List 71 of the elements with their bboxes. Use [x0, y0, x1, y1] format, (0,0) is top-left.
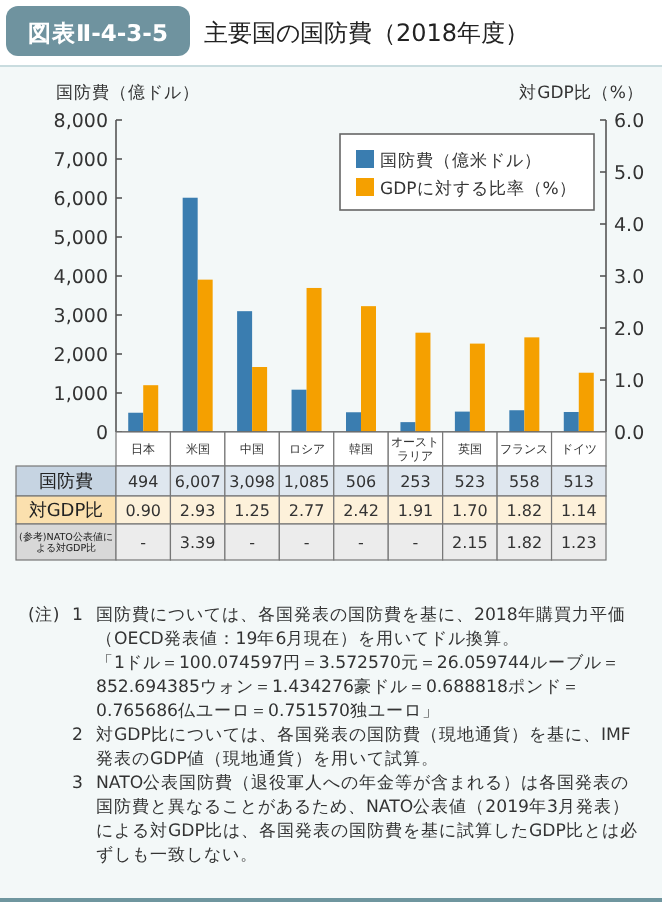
data-label: 2.42 — [343, 502, 379, 520]
y-tick-label: 1,000 — [53, 384, 108, 406]
data-label: 494 — [127, 473, 159, 491]
y-tick-label: 3,000 — [53, 306, 108, 328]
y2-tick-label: 3.0 — [614, 267, 645, 289]
text: 国防費 — [39, 471, 93, 494]
data-label: 253 — [400, 473, 431, 491]
data-label: 1.14 — [560, 502, 597, 520]
data-label: 1.91 — [397, 502, 434, 520]
data-label: 1.70 — [452, 502, 488, 520]
text: 1 — [72, 604, 85, 630]
bar — [509, 410, 525, 432]
text: 1.82 — [506, 534, 543, 552]
y-tick-label: 4,000 — [53, 267, 108, 289]
y-tick-label: 2,000 — [53, 345, 108, 367]
text: 「1ドル＝100.074597円＝3.572570元＝26.059744ルーブル＝852.694385ウォン＝1.434276豪ドル＝0.688818ポンド＝0.765686仏ユーロ＝0.751570独ユーロ」 — [96, 652, 622, 724]
text: - — [358, 534, 365, 552]
data-label: 506 — [345, 473, 377, 491]
bar — [346, 412, 361, 432]
data-label: 2.77 — [288, 502, 325, 520]
text: 図表Ⅱ-4-3-5 — [28, 19, 168, 47]
bar — [454, 411, 470, 432]
y-tick-label: 0 — [95, 423, 108, 445]
bar — [469, 343, 485, 432]
y-tick-label: 6,000 — [53, 189, 108, 211]
legend-label: GDPに対する比率（%） — [380, 178, 577, 200]
y2-axis-title: 対GDP比（%） — [519, 82, 644, 104]
chart-title: 主要国の国防費（2018年度） — [204, 19, 530, 47]
data-label: 0.90 — [125, 502, 162, 520]
text: - — [412, 534, 419, 552]
text: 対GDP比については、各国発表の国防費（現地通貨）を基に、IMF発表のGDP値（現地通貨）を用いて試算。 — [96, 724, 633, 772]
y2-tick-label: 1.0 — [614, 371, 645, 393]
y-tick-label: 5,000 — [53, 228, 108, 250]
y-axis-title: 国防費（億ドル） — [56, 82, 200, 104]
bar — [306, 287, 322, 432]
y2-tick-label: 5.0 — [614, 163, 645, 185]
text: NATO公表国防費（退役軍人への年金等が含まれる）は各国発表の国防費と異なることがあるため、NATO公表値（2019年3月発表）による対GDP比は、各国発表の国防費を基に試算したGDP比とは必ずしも一致しない。 — [96, 772, 640, 868]
y2-tick-label: 2.0 — [614, 319, 645, 341]
text: 国防費については、各国発表の国防費を基に、2018年購買力平価（OECD発表値：19年6月現在）を用いてドル換算。 — [96, 604, 628, 652]
text: 2 — [72, 724, 85, 750]
data-label: 513 — [563, 473, 595, 491]
bar — [578, 372, 594, 432]
y2-tick-label: 0.0 — [614, 423, 645, 445]
y-tick-label: 8,000 — [53, 111, 108, 133]
text: - — [303, 534, 310, 552]
data-label: 6,007 — [174, 473, 221, 491]
text: 対GDP比 — [28, 500, 104, 523]
data-label: 1.82 — [506, 502, 543, 520]
y-tick-label: 7,000 — [53, 150, 108, 172]
data-label: 558 — [509, 473, 540, 491]
data-label: 2.93 — [179, 502, 216, 520]
bar — [524, 337, 540, 432]
legend-label: 国防費（億米ドル） — [380, 150, 542, 172]
y2-tick-label: 6.0 — [614, 111, 645, 133]
text: 3.39 — [179, 534, 216, 552]
text: 1.23 — [560, 534, 597, 552]
bar — [400, 422, 416, 432]
data-label: 1.25 — [234, 502, 270, 520]
text: - — [249, 534, 256, 552]
data-label: 523 — [454, 473, 486, 491]
text: - — [140, 534, 147, 552]
bar — [415, 332, 431, 432]
bar — [361, 306, 376, 432]
data-label: 1,085 — [283, 473, 330, 491]
text: 3 — [72, 772, 85, 798]
bar — [291, 389, 307, 432]
text: 2.15 — [452, 534, 488, 552]
bar — [143, 385, 159, 432]
text: (注) — [28, 604, 62, 630]
data-label: 3,098 — [229, 473, 276, 491]
y2-tick-label: 4.0 — [614, 215, 645, 237]
